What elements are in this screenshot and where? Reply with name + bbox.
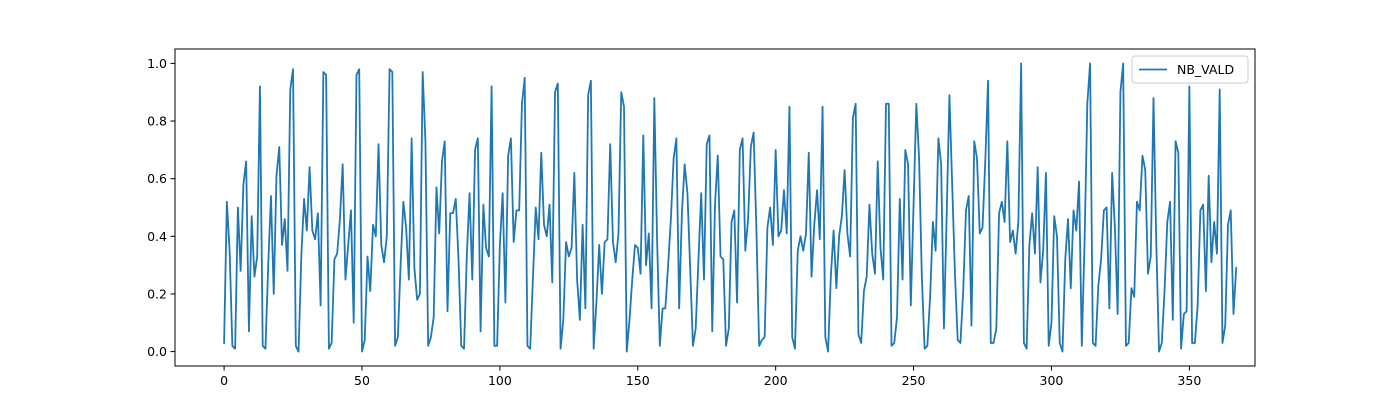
- x-tick-label: 350: [1177, 373, 1201, 388]
- legend: NB_VALD: [1131, 55, 1249, 84]
- plot-area: [223, 62, 1238, 353]
- series-line-nb-vald: [223, 62, 1238, 353]
- y-tick-label: 0.2: [147, 286, 167, 301]
- y-tick-label: 0.0: [147, 344, 167, 359]
- y-tick-label: 1.0: [147, 56, 167, 71]
- legend-box: [1131, 55, 1249, 84]
- x-tick-label: 0: [220, 373, 228, 388]
- x-axis: 0 50 100 150 200 250 300 350: [220, 366, 1201, 388]
- legend-label-nb-vald: NB_VALD: [1177, 62, 1234, 77]
- x-tick-label: 250: [902, 373, 926, 388]
- y-tick-label: 0.8: [147, 114, 167, 129]
- x-tick-label: 50: [354, 373, 370, 388]
- x-tick-label: 150: [626, 373, 650, 388]
- x-tick-label: 300: [1040, 373, 1064, 388]
- x-tick-label: 200: [764, 373, 788, 388]
- axes-frame: [174, 48, 1256, 367]
- y-axis: 0.0 0.2 0.4 0.6 0.8 1.0: [147, 56, 175, 359]
- y-tick-label: 0.6: [147, 171, 167, 186]
- x-tick-label: 100: [488, 373, 512, 388]
- y-tick-label: 0.4: [147, 229, 167, 244]
